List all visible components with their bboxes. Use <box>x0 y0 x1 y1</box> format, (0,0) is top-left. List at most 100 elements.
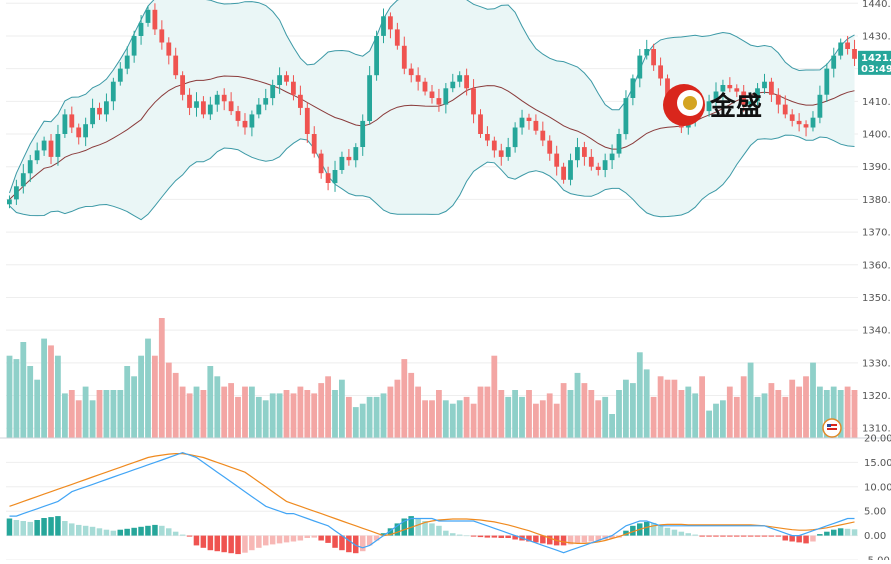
candle-body <box>519 117 525 128</box>
candle-body <box>436 98 442 105</box>
macd-histogram-bar <box>41 518 47 536</box>
candle-body <box>83 124 88 138</box>
volume-bar <box>533 403 539 438</box>
volume-bar <box>172 372 179 438</box>
price-axis-tick-label: 1360.00 <box>862 260 891 271</box>
volume-bar <box>768 383 775 438</box>
candle-body <box>145 9 151 23</box>
macd-histogram-bar <box>588 535 594 542</box>
volume-bar <box>380 393 387 438</box>
candle-body <box>568 160 573 180</box>
macd-histogram-bar <box>789 535 795 542</box>
macd-histogram-bar <box>782 535 788 541</box>
volume-bar <box>740 376 747 438</box>
macd-histogram-bar <box>727 535 733 537</box>
candle-body <box>311 134 317 154</box>
macd-histogram-bar <box>283 535 290 543</box>
candle-body <box>588 156 594 167</box>
volume-bar <box>82 386 89 438</box>
volume-bar <box>41 338 47 438</box>
volume-bar <box>297 386 304 438</box>
candle-body <box>505 147 511 157</box>
macd-histogram-bar <box>650 522 657 536</box>
macd-line <box>9 451 855 554</box>
candle-body <box>734 88 740 92</box>
volume-bar <box>588 390 595 438</box>
volume-bar <box>685 386 692 438</box>
price-axis-tick-label: 1320.00 <box>862 391 891 402</box>
volume-bar <box>823 390 830 438</box>
macd-histogram-bar <box>380 533 387 536</box>
macd-signal-line <box>9 453 855 544</box>
candle-body <box>429 91 435 98</box>
volume-bar <box>810 362 816 438</box>
macd-histogram-bar <box>817 534 823 536</box>
macd-histogram-bar <box>69 523 75 536</box>
volume-bar <box>442 400 449 438</box>
candle-body <box>367 75 372 121</box>
candle-body <box>27 160 33 174</box>
macd-histogram-bar <box>110 530 117 536</box>
macd-histogram-bar <box>82 525 89 536</box>
volume-bar <box>837 390 844 438</box>
macd-histogram-bar <box>179 534 186 536</box>
macd-histogram-bar <box>768 535 775 537</box>
volume-bar <box>574 372 581 438</box>
macd-histogram-bar <box>214 535 220 552</box>
candle-body <box>845 42 850 49</box>
price-axis-tick-label: 1340.00 <box>862 326 891 337</box>
candle-body <box>270 85 276 99</box>
volume-bar <box>415 386 421 438</box>
macd-histogram-bar <box>256 535 262 548</box>
volume-bar <box>650 396 657 438</box>
candle-body <box>616 134 622 154</box>
price-axis-tick-label: 1390.00 <box>862 162 891 173</box>
volume-bar <box>463 396 470 438</box>
macd-histogram-bar <box>193 535 200 546</box>
candle-body <box>173 55 179 76</box>
macd-histogram-bar <box>803 535 809 544</box>
volume-bar <box>671 379 678 438</box>
volume-bar <box>664 379 671 438</box>
volume-bar <box>796 386 802 438</box>
volume-bar <box>456 400 463 438</box>
candle-body <box>166 42 172 56</box>
volume-bar <box>422 400 428 438</box>
volume-bar <box>387 386 394 438</box>
volume-bar <box>761 393 768 438</box>
macd-histogram-bar <box>796 535 802 543</box>
volume-bar <box>505 396 512 438</box>
price-axis-tick-label: 1440.00 <box>862 0 891 10</box>
macd-histogram-bar <box>360 535 366 552</box>
volume-bar <box>346 396 352 438</box>
macd-axis-tick-label: -5.00 <box>864 556 890 561</box>
macd-histogram-bar <box>221 535 227 553</box>
volume-bar <box>13 359 20 438</box>
candle-body <box>69 114 75 128</box>
volume-bar <box>408 372 415 438</box>
volume-bar <box>616 390 622 438</box>
volume-bar <box>851 390 858 438</box>
macd-histogram-bar <box>491 535 498 538</box>
candle-body <box>491 140 497 151</box>
volume-bar <box>255 396 262 438</box>
macd-histogram-bar <box>720 535 726 537</box>
volume-bar <box>623 379 629 438</box>
macd-histogram-bar <box>401 518 407 536</box>
candle-body <box>658 65 663 79</box>
candle-body <box>651 49 656 66</box>
volume-bar <box>449 403 456 438</box>
candle-body <box>7 199 12 205</box>
volume-bar <box>720 400 726 438</box>
volume-bar <box>498 390 505 438</box>
candle-body <box>318 153 324 174</box>
candle-body <box>221 94 227 102</box>
candle-body <box>824 68 830 95</box>
volume-bar <box>830 386 837 438</box>
macd-axis-tick-label: 20.00 <box>864 434 891 445</box>
price-axis-tick-label: 1400.00 <box>862 130 891 141</box>
candle-body <box>20 173 26 187</box>
volume-bar <box>560 383 567 438</box>
